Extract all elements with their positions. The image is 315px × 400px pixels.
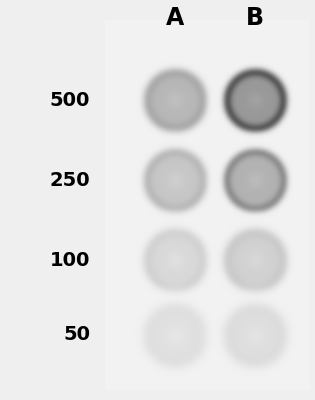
Text: 100: 100 — [50, 250, 90, 270]
Text: B: B — [246, 6, 264, 30]
Text: 250: 250 — [49, 170, 90, 190]
Text: 500: 500 — [50, 90, 90, 110]
Text: 50: 50 — [63, 326, 90, 344]
Text: A: A — [166, 6, 184, 30]
